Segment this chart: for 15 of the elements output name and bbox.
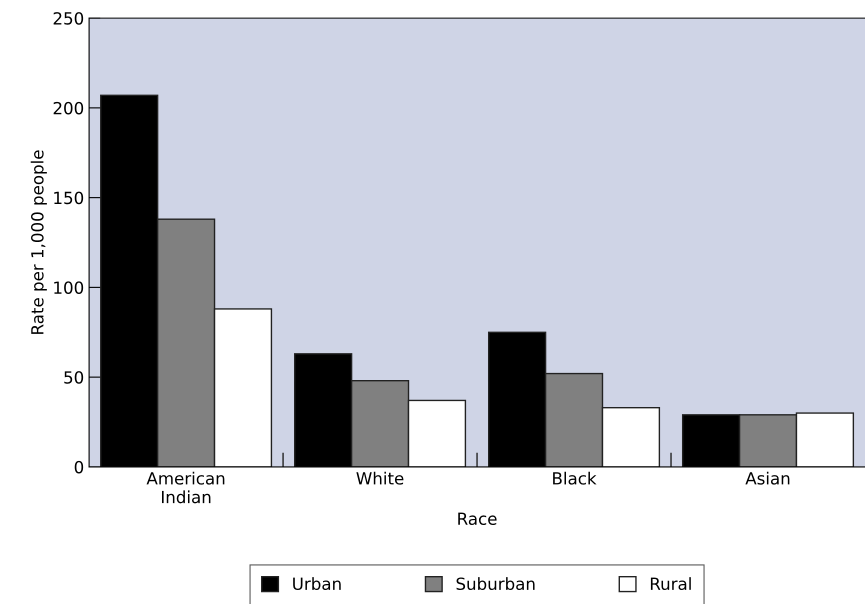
x-axis-title: Race: [458, 512, 497, 526]
y-tick-label: 250: [54, 12, 84, 25]
x-tick-label: American Indian: [146, 472, 224, 504]
y-tick-label: 100: [54, 281, 84, 294]
x-tick-label: White: [356, 472, 404, 485]
legend-label: Urban: [293, 577, 341, 590]
legend-label: Suburban: [456, 577, 535, 590]
y-axis-title: Rate per 1,000 people: [30, 150, 47, 334]
y-tick-label: 200: [54, 102, 84, 114]
x-tick-label: Black: [553, 472, 597, 485]
y-tick-label: 150: [54, 192, 84, 204]
y-tick-label: 50: [64, 371, 84, 384]
y-tick-label: 0: [74, 460, 84, 474]
legend-label: Rural: [650, 577, 691, 590]
x-tick-label: Asian: [745, 472, 790, 485]
